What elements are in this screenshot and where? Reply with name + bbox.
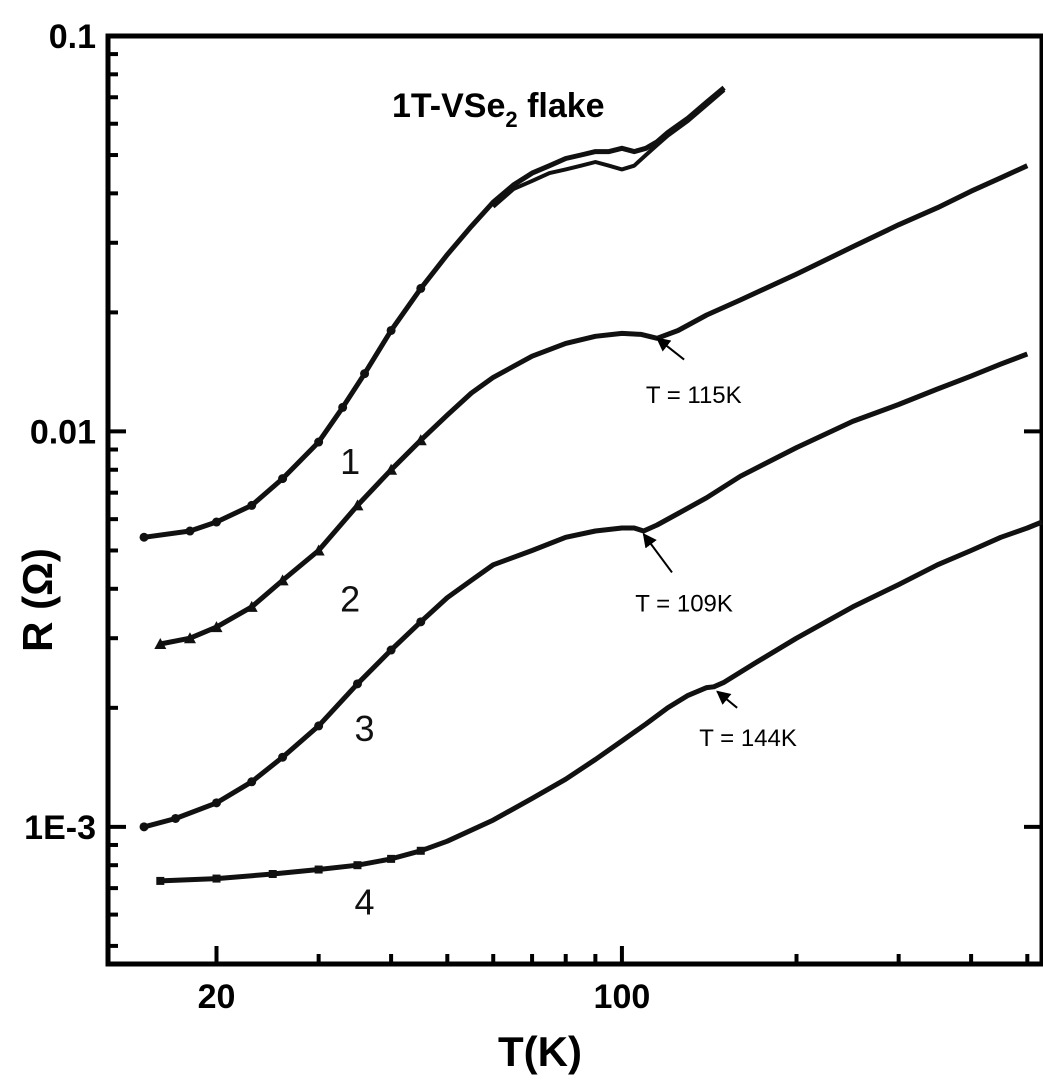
series-3-point [247,777,257,787]
series-4-line [160,519,1043,884]
series-1-line [143,85,726,540]
series-2-point [351,499,364,511]
annotation-arrow [716,690,738,709]
series-4-point [268,869,277,878]
annotation-label: T = 144K [699,725,797,752]
series-1-point [386,325,396,335]
series-3-point [386,645,396,655]
y-tick-label: 0.1 [49,18,96,56]
chart-title-main: 1T-VSe [392,87,505,125]
axis-ticks: 20 100 0.1 0.01 1E-3 [24,18,1042,1016]
series-2-point [414,434,427,446]
series-2-line [159,163,1029,647]
series-1-point [247,500,257,510]
chart-title: 1T-VSe2 flake [392,87,605,132]
series-2-point [276,574,289,586]
curve-label-3: 3 [355,708,375,749]
curve-label-2: 2 [340,579,360,620]
curve-label-1: 1 [340,441,360,482]
series-3-point [139,822,149,832]
series-3-point [278,752,288,762]
annotation-label: T = 115K [646,382,742,409]
plot-frame [105,33,1043,967]
series-4-point [387,854,396,863]
series-4-point [416,846,425,855]
series-4-point [212,874,221,883]
series-2-point [154,638,167,650]
series-3-point [352,679,362,689]
series-4 [156,519,1043,885]
plot-border [105,33,1043,967]
series-2-point [385,463,398,475]
series-1-point [338,402,348,412]
y-tick-label: 1E-3 [24,809,96,847]
series-3-point [171,813,181,823]
series-3-point [212,798,222,808]
series-4-point [353,861,362,870]
series-2-point [210,621,223,633]
chart-title-tail: flake [518,87,605,125]
series-3-point [416,617,426,627]
series-2 [154,163,1029,650]
x-axis-title: T(K) [498,1028,582,1075]
series-1-point [139,532,149,542]
series-4-point [314,865,323,874]
series-1-line-2 [491,88,726,209]
labels-layer: 1 2 3 4 T = 115K T = 109K T = 144K [340,337,797,923]
series-2-point [183,632,196,644]
series-1-point [416,283,426,293]
y-axis-title: R (Ω) [14,548,61,652]
series-3 [139,351,1029,832]
annotation-label: T = 109K [635,591,733,618]
series-2-point [312,544,325,556]
series-3-point [314,721,324,731]
series-1-point [360,369,370,379]
annotation-arrow [656,337,685,361]
y-tick-label: 0.01 [30,413,96,451]
x-tick-label: 100 [594,978,651,1016]
series-1-point [278,474,288,484]
curve-label-4: 4 [355,882,375,923]
series-2-point [245,600,258,612]
series-3-line [143,351,1029,830]
x-tick-label: 20 [198,978,236,1016]
series-1-point [314,437,324,447]
series-1 [139,85,726,542]
series-1-point [185,526,195,536]
annotation-arrow [642,532,673,574]
chart-title-subscript: 2 [505,107,517,132]
series-layer [139,85,1043,885]
series-1-point [212,517,222,527]
series-4-point [156,876,165,885]
